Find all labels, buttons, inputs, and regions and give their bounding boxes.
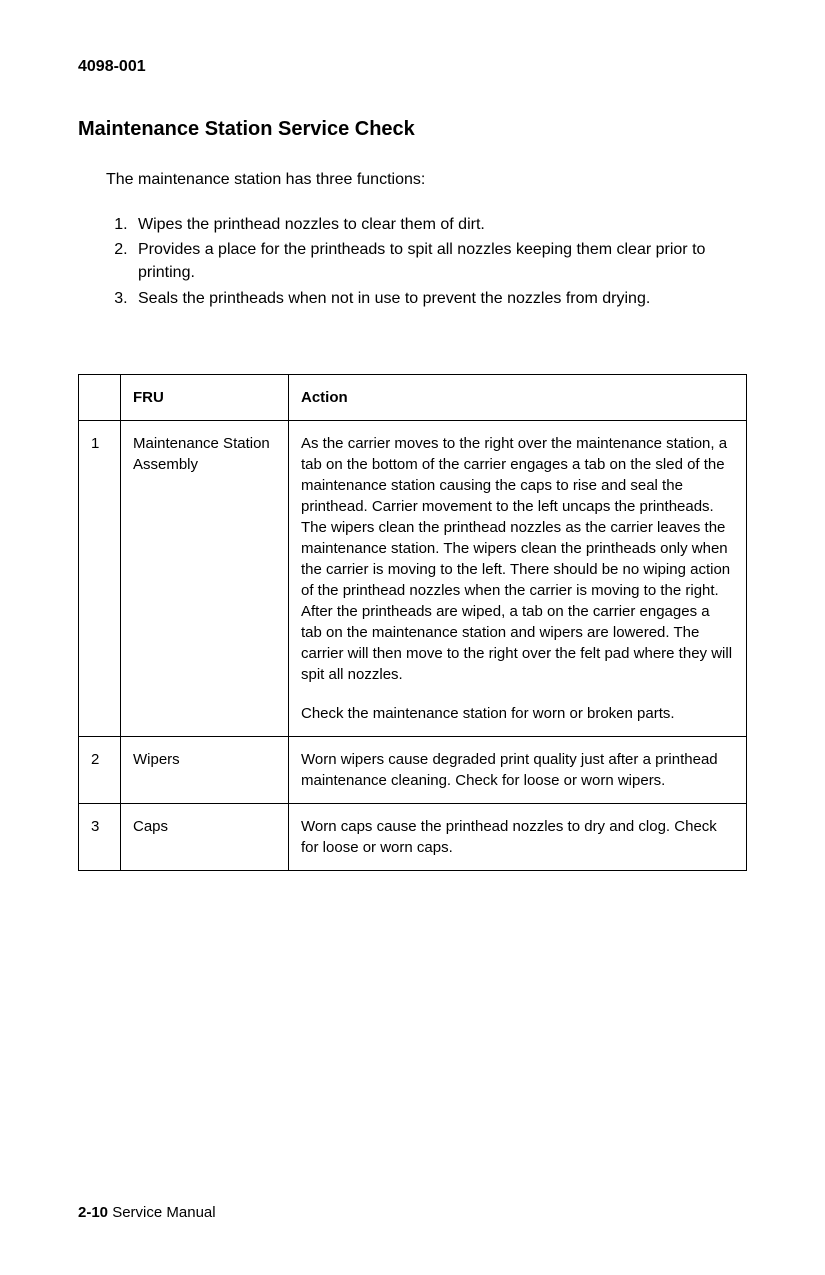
document-number: 4098-001 xyxy=(78,58,747,76)
cell-action: As the carrier moves to the right over t… xyxy=(289,420,747,736)
intro-text: The maintenance station has three functi… xyxy=(106,171,747,189)
cell-num: 2 xyxy=(79,736,121,803)
table-row: 2 Wipers Worn wipers cause degraded prin… xyxy=(79,736,747,803)
action-para-2: Check the maintenance station for worn o… xyxy=(301,703,734,724)
cell-fru: Maintenance Station Assembly xyxy=(121,420,289,736)
action-para-1: Worn caps cause the printhead nozzles to… xyxy=(301,816,734,858)
table-row: 1 Maintenance Station Assembly As the ca… xyxy=(79,420,747,736)
cell-action: Worn wipers cause degraded print quality… xyxy=(289,736,747,803)
header-fru: FRU xyxy=(121,374,289,420)
cell-num: 1 xyxy=(79,420,121,736)
section-title: Maintenance Station Service Check xyxy=(78,118,747,141)
footer-page-number: 2-10 xyxy=(78,1204,108,1221)
page-footer: 2-10 Service Manual xyxy=(78,1204,216,1221)
cell-fru: Caps xyxy=(121,803,289,870)
action-para-1: Worn wipers cause degraded print quality… xyxy=(301,749,734,791)
footer-label-text: Service Manual xyxy=(112,1204,215,1221)
function-list: Wipes the printhead nozzles to clear the… xyxy=(106,213,747,310)
page-content: 4098-001 Maintenance Station Service Che… xyxy=(0,0,825,921)
fru-action-table: FRU Action 1 Maintenance Station Assembl… xyxy=(78,374,747,871)
cell-fru: Wipers xyxy=(121,736,289,803)
list-item: Provides a place for the printheads to s… xyxy=(132,238,747,284)
table-row: 3 Caps Worn caps cause the printhead noz… xyxy=(79,803,747,870)
table-header-row: FRU Action xyxy=(79,374,747,420)
header-num xyxy=(79,374,121,420)
cell-action: Worn caps cause the printhead nozzles to… xyxy=(289,803,747,870)
list-item: Wipes the printhead nozzles to clear the… xyxy=(132,213,747,236)
list-item: Seals the printheads when not in use to … xyxy=(132,287,747,310)
cell-num: 3 xyxy=(79,803,121,870)
action-para-1: As the carrier moves to the right over t… xyxy=(301,433,734,685)
header-action: Action xyxy=(289,374,747,420)
